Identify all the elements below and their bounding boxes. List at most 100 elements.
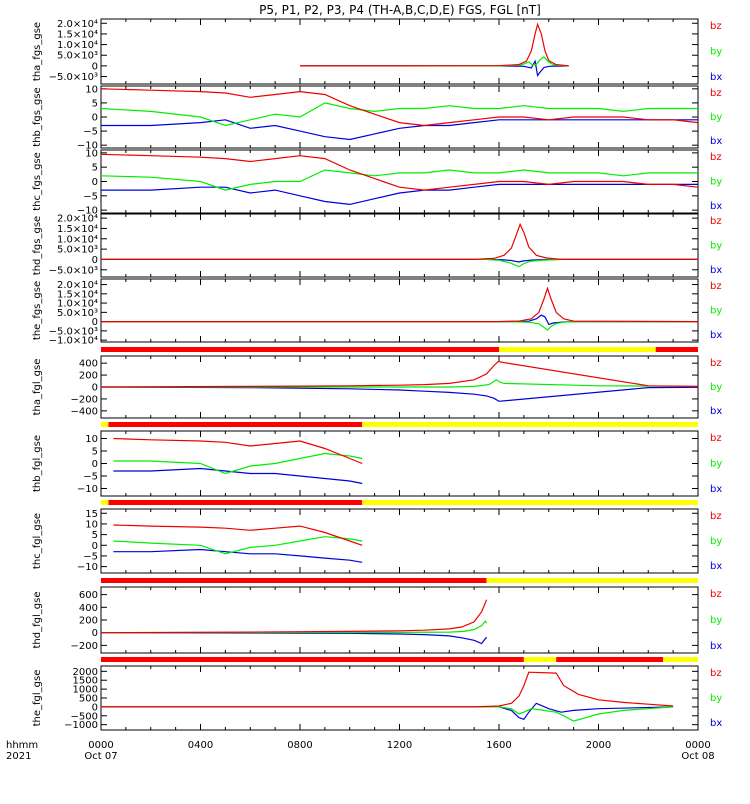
series-line-by bbox=[101, 379, 698, 388]
legend-bx: bx bbox=[710, 330, 722, 341]
series-line-bz bbox=[113, 437, 363, 465]
series-line-bz bbox=[101, 359, 698, 388]
legend-bz: bz bbox=[710, 433, 722, 444]
legend-bx: bx bbox=[710, 561, 722, 572]
x-date-label: Oct 08 bbox=[681, 751, 714, 762]
y-tick-label: 0 bbox=[92, 317, 98, 328]
y-tick-label: 200 bbox=[79, 616, 98, 627]
y-tick-label: −10 bbox=[77, 562, 98, 573]
y-tick-label: 5.0×10³ bbox=[57, 51, 98, 62]
panel-frame bbox=[100, 18, 699, 85]
series-line-bx bbox=[101, 314, 698, 326]
panel-frame bbox=[100, 213, 699, 278]
y-tick-label: 0 bbox=[92, 383, 98, 394]
series-line-by bbox=[101, 102, 698, 127]
y-tick-label: 0 bbox=[92, 628, 98, 639]
legend-bz: bz bbox=[710, 21, 722, 32]
legend-by: by bbox=[710, 382, 722, 393]
y-axis-label: thd_fgs_gse bbox=[32, 216, 43, 275]
status-bar-segment bbox=[663, 657, 698, 662]
series-line-by bbox=[101, 706, 674, 722]
legend-by: by bbox=[710, 241, 722, 252]
y-tick-label: −5 bbox=[83, 127, 98, 138]
y-tick-label: 5 bbox=[92, 98, 98, 109]
panel-frame bbox=[100, 665, 699, 731]
status-bar-segment bbox=[101, 657, 524, 662]
y-tick-label: 0 bbox=[92, 113, 98, 124]
status-bar-segment bbox=[101, 347, 499, 352]
legend-by: by bbox=[710, 112, 722, 123]
y-tick-label: 500 bbox=[79, 694, 98, 705]
y-tick-label: 1.5×10⁴ bbox=[57, 29, 98, 40]
y-tick-label: −5.0×10³ bbox=[49, 72, 98, 83]
y-tick-label: −10 bbox=[77, 206, 98, 217]
y-tick-label: 5.0×10³ bbox=[57, 245, 98, 256]
y-tick-label: 1.0×10⁴ bbox=[57, 234, 98, 245]
x-tick-label: 0000 bbox=[88, 740, 113, 751]
y-tick-label: 0 bbox=[92, 61, 98, 72]
series-line-bz bbox=[101, 286, 698, 323]
y-tick-label: 2.0×10⁴ bbox=[57, 280, 98, 291]
y-tick-label: −5 bbox=[83, 472, 98, 483]
y-tick-label: 1.0×10⁴ bbox=[57, 40, 98, 51]
y-axis-label: thb_fgs_gse bbox=[32, 87, 43, 146]
status-bar-segment bbox=[523, 657, 557, 662]
y-tick-label: −5.0×10³ bbox=[49, 326, 98, 337]
series-line-by bbox=[113, 536, 363, 555]
legend-bz: bz bbox=[710, 668, 722, 679]
legend-bx: bx bbox=[710, 406, 722, 417]
y-tick-label: 10 bbox=[85, 434, 98, 445]
series-line-bz bbox=[101, 88, 698, 127]
legend-bz: bz bbox=[710, 216, 722, 227]
series-line-bx bbox=[113, 467, 363, 485]
legend-by: by bbox=[710, 47, 722, 58]
status-bar-segment bbox=[101, 578, 487, 583]
y-tick-label: 0 bbox=[92, 702, 98, 713]
y-tick-label: 1.5×10⁴ bbox=[57, 224, 98, 235]
series-line-bz bbox=[101, 599, 488, 634]
legend-by: by bbox=[710, 177, 722, 188]
y-tick-label: −5 bbox=[83, 191, 98, 202]
series-line-bx bbox=[101, 632, 488, 645]
legend-bx: bx bbox=[710, 136, 722, 147]
y-tick-label: 5 bbox=[92, 447, 98, 458]
y-tick-label: −5.0×10³ bbox=[49, 265, 98, 276]
y-tick-label: 2000 bbox=[73, 667, 98, 678]
time-axis: hhmm 2021 0000 0400 0800 1200 1600 2000 0000Oc… bbox=[6, 740, 715, 762]
series-line-bz bbox=[101, 671, 674, 708]
panel-frame bbox=[100, 508, 699, 574]
panels-group: 2.0×10⁴1.5×10⁴1.0×10⁴5.0×10³0−5.0×10³tha… bbox=[32, 18, 722, 731]
y-tick-label: 2.0×10⁴ bbox=[57, 214, 98, 225]
time-row-label-year: 2021 bbox=[6, 751, 31, 762]
x-tick-label: 0800 bbox=[287, 740, 312, 751]
time-row-label-hhmm: hhmm bbox=[6, 740, 38, 751]
legend-bx: bx bbox=[710, 484, 722, 495]
y-tick-label: 0 bbox=[92, 255, 98, 266]
legend-bz: bz bbox=[710, 589, 722, 600]
y-tick-label: 2.0×10⁴ bbox=[57, 19, 98, 30]
panel-thd_fgl_gse: 600 400 2000 −200 thd_fgl_gse bz by bx bbox=[32, 578, 722, 654]
legend-bz: bz bbox=[710, 281, 722, 292]
y-tick-label: −1.0×10⁴ bbox=[49, 336, 98, 347]
series-line-bz bbox=[101, 153, 698, 191]
y-tick-label: 200 bbox=[79, 371, 98, 382]
status-bar-segment bbox=[108, 500, 363, 505]
x-tick-label: 0400 bbox=[188, 740, 213, 751]
status-bar-segment bbox=[499, 347, 656, 352]
y-tick-label: 5 bbox=[92, 163, 98, 174]
y-tick-label: 600 bbox=[79, 590, 98, 601]
y-axis-label: tha_fgs_gse bbox=[32, 22, 43, 81]
legend-bx: bx bbox=[710, 72, 722, 83]
legend-by: by bbox=[710, 615, 722, 626]
y-tick-label: 15 bbox=[85, 509, 98, 520]
y-tick-label: −5 bbox=[83, 551, 98, 562]
legend-by: by bbox=[710, 693, 722, 704]
series-line-by bbox=[101, 620, 488, 634]
legend-bx: bx bbox=[710, 201, 722, 212]
y-axis-label: the_fgs_gse bbox=[32, 281, 43, 340]
series-line-bz bbox=[101, 222, 698, 260]
y-tick-label: −500 bbox=[71, 711, 98, 722]
